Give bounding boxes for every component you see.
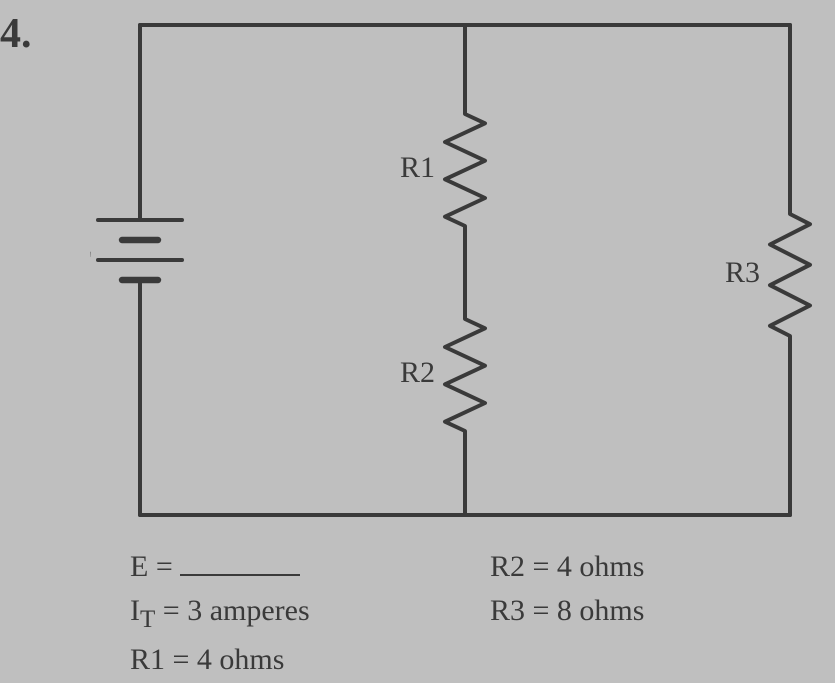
given-IT: IT = 3 amperes: [130, 589, 310, 638]
circuit-diagram: E R1 R2 R3: [90, 5, 830, 535]
givens-right: R2 = 4 ohms R3 = 8 ohms: [490, 545, 644, 632]
given-R3: R3 = 8 ohms: [490, 589, 644, 633]
IT-rest: = 3 amperes: [155, 594, 309, 627]
given-E: E =: [130, 545, 310, 589]
problem-number: 4.: [0, 10, 32, 58]
svg-text:R3: R3: [725, 256, 760, 289]
givens-left: E = IT = 3 amperes R1 = 4 ohms: [130, 545, 310, 681]
page: 4. E R1 R2 R3 E = IT = 3 amperes R1 = 4 ohm…: [0, 0, 835, 683]
E-blank: [180, 550, 300, 576]
given-R2: R2 = 4 ohms: [490, 545, 644, 589]
E-label: E =: [130, 550, 173, 583]
svg-text:R2: R2: [400, 356, 435, 389]
svg-text:R1: R1: [400, 151, 435, 184]
IT-I: I: [130, 594, 140, 627]
given-R1: R1 = 4 ohms: [130, 638, 310, 682]
IT-sub: T: [140, 606, 155, 633]
svg-text:E: E: [90, 231, 92, 264]
